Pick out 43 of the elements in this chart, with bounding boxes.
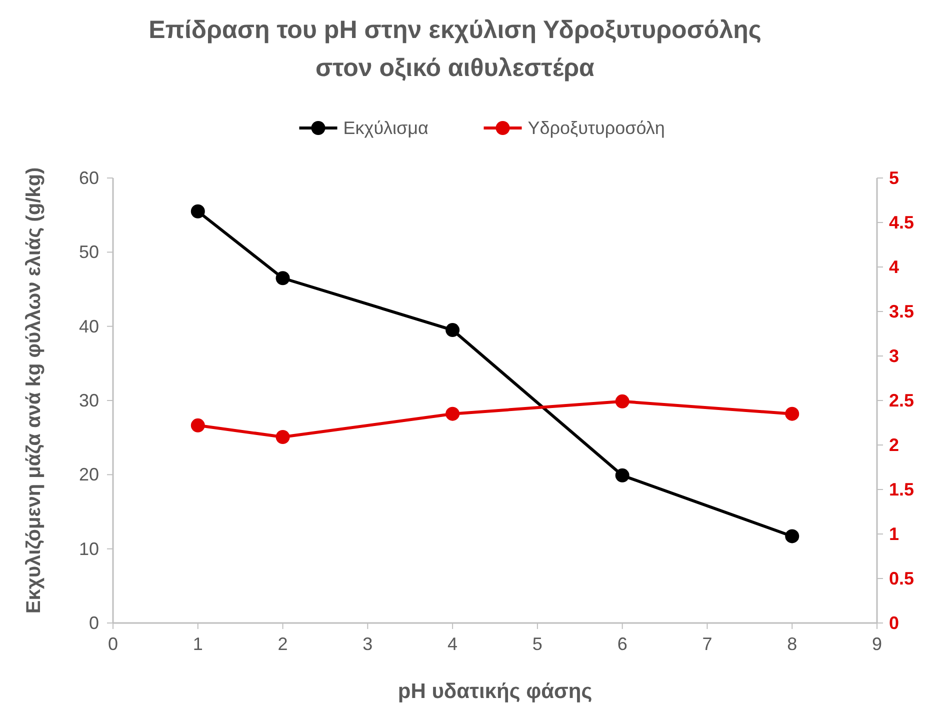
point xyxy=(615,468,630,482)
x-tick-label: 5 xyxy=(532,634,542,654)
y2-tick-label: 3.5 xyxy=(889,302,914,322)
legend-label: Εκχύλισμα xyxy=(343,118,428,138)
y-tick-label: 40 xyxy=(78,316,99,336)
point xyxy=(446,406,460,421)
chart-title: Επίδραση του pH στην εκχύλιση Υδροξυτυροσόλης στον οξικό αιθυλεστέρα xyxy=(148,16,762,82)
x-tick-label: 2 xyxy=(278,634,288,654)
y2-tick-label: 2 xyxy=(889,435,900,455)
legend-label: Υδροξυτυροσόλη xyxy=(528,118,665,138)
x-tick-label: 3 xyxy=(362,634,373,654)
y-tick-label: 10 xyxy=(78,538,99,559)
x-tick-label: 9 xyxy=(872,634,882,654)
y2-tick-label: 1 xyxy=(889,524,900,544)
y-tick-label: 20 xyxy=(78,464,99,485)
x-tick-label: 0 xyxy=(108,634,118,654)
y2-tick-label: 4.5 xyxy=(889,212,914,232)
x-tick-label: 7 xyxy=(702,634,712,654)
point xyxy=(276,271,290,286)
x-axis-title: pH υδατικής φάσης xyxy=(398,680,592,703)
y-tick-label: 0 xyxy=(88,613,99,633)
y2-tick-label: 3 xyxy=(889,346,900,366)
x-tick-label: 6 xyxy=(617,634,628,654)
x-tick-label: 4 xyxy=(448,634,458,654)
y2-tick-label: 5 xyxy=(889,168,900,188)
x-tick-label: 8 xyxy=(787,634,798,654)
x-tick-label: 1 xyxy=(192,634,203,654)
point xyxy=(785,529,800,544)
y2-tick-label: 0.5 xyxy=(889,568,914,588)
point xyxy=(446,323,460,338)
y-tick-label: 60 xyxy=(78,168,99,188)
point xyxy=(615,394,630,408)
point xyxy=(190,418,205,432)
y2-tick-label: 0 xyxy=(889,613,900,633)
y-axis-title: Εκχυλιζόμενη μάζα ανά kg φύλλων ελιάς (g/kg) xyxy=(23,167,45,614)
y2-tick-label: 1.5 xyxy=(889,480,914,500)
y-tick-label: 30 xyxy=(78,390,99,410)
point xyxy=(190,204,205,218)
y-tick-label: 50 xyxy=(78,242,99,262)
point xyxy=(276,430,290,444)
y2-tick-label: 2.5 xyxy=(889,390,914,410)
y2-tick-label: 4 xyxy=(889,257,900,277)
point xyxy=(785,406,800,421)
